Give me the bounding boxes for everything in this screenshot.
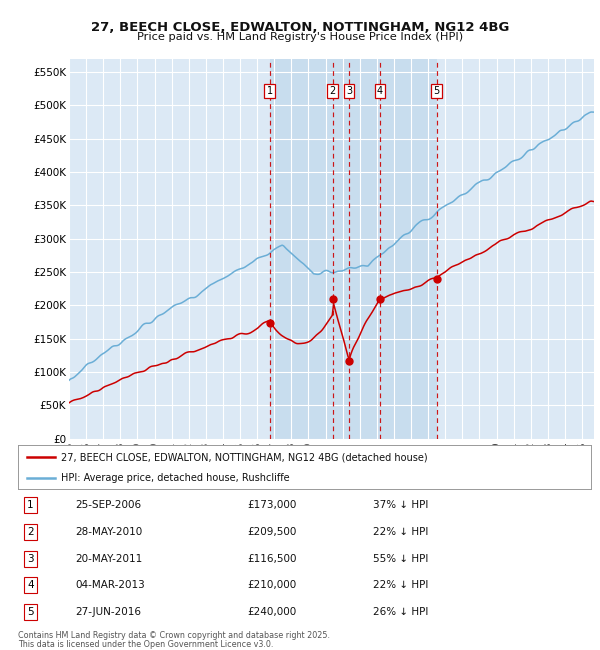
Text: 4: 4 xyxy=(377,86,383,96)
Text: 5: 5 xyxy=(27,607,34,617)
Bar xyxy=(332,58,349,439)
Text: £210,000: £210,000 xyxy=(247,580,296,590)
Text: 27, BEECH CLOSE, EDWALTON, NOTTINGHAM, NG12 4BG (detached house): 27, BEECH CLOSE, EDWALTON, NOTTINGHAM, N… xyxy=(61,452,428,462)
Text: 28-MAY-2010: 28-MAY-2010 xyxy=(76,527,143,537)
Text: 5: 5 xyxy=(433,86,440,96)
Text: £240,000: £240,000 xyxy=(247,607,296,617)
Text: 2: 2 xyxy=(329,86,335,96)
Text: 55% ↓ HPI: 55% ↓ HPI xyxy=(373,554,428,564)
Text: 04-MAR-2013: 04-MAR-2013 xyxy=(76,580,145,590)
Text: 27-JUN-2016: 27-JUN-2016 xyxy=(76,607,142,617)
Bar xyxy=(269,58,332,439)
Bar xyxy=(380,58,437,439)
Text: 4: 4 xyxy=(27,580,34,590)
Text: 3: 3 xyxy=(27,554,34,564)
Text: 25-SEP-2006: 25-SEP-2006 xyxy=(76,500,142,510)
Text: This data is licensed under the Open Government Licence v3.0.: This data is licensed under the Open Gov… xyxy=(18,640,274,649)
Bar xyxy=(349,58,380,439)
Text: 1: 1 xyxy=(27,500,34,510)
Text: £173,000: £173,000 xyxy=(247,500,296,510)
Text: 27, BEECH CLOSE, EDWALTON, NOTTINGHAM, NG12 4BG: 27, BEECH CLOSE, EDWALTON, NOTTINGHAM, N… xyxy=(91,21,509,34)
Text: Contains HM Land Registry data © Crown copyright and database right 2025.: Contains HM Land Registry data © Crown c… xyxy=(18,630,330,640)
Text: 22% ↓ HPI: 22% ↓ HPI xyxy=(373,527,428,537)
Text: 37% ↓ HPI: 37% ↓ HPI xyxy=(373,500,428,510)
Text: 22% ↓ HPI: 22% ↓ HPI xyxy=(373,580,428,590)
Text: 3: 3 xyxy=(346,86,352,96)
Text: 20-MAY-2011: 20-MAY-2011 xyxy=(76,554,143,564)
Text: £209,500: £209,500 xyxy=(247,527,296,537)
Text: 2: 2 xyxy=(27,527,34,537)
Text: £116,500: £116,500 xyxy=(247,554,297,564)
Text: HPI: Average price, detached house, Rushcliffe: HPI: Average price, detached house, Rush… xyxy=(61,473,290,484)
Text: 26% ↓ HPI: 26% ↓ HPI xyxy=(373,607,428,617)
Text: 1: 1 xyxy=(266,86,272,96)
Text: Price paid vs. HM Land Registry's House Price Index (HPI): Price paid vs. HM Land Registry's House … xyxy=(137,32,463,42)
